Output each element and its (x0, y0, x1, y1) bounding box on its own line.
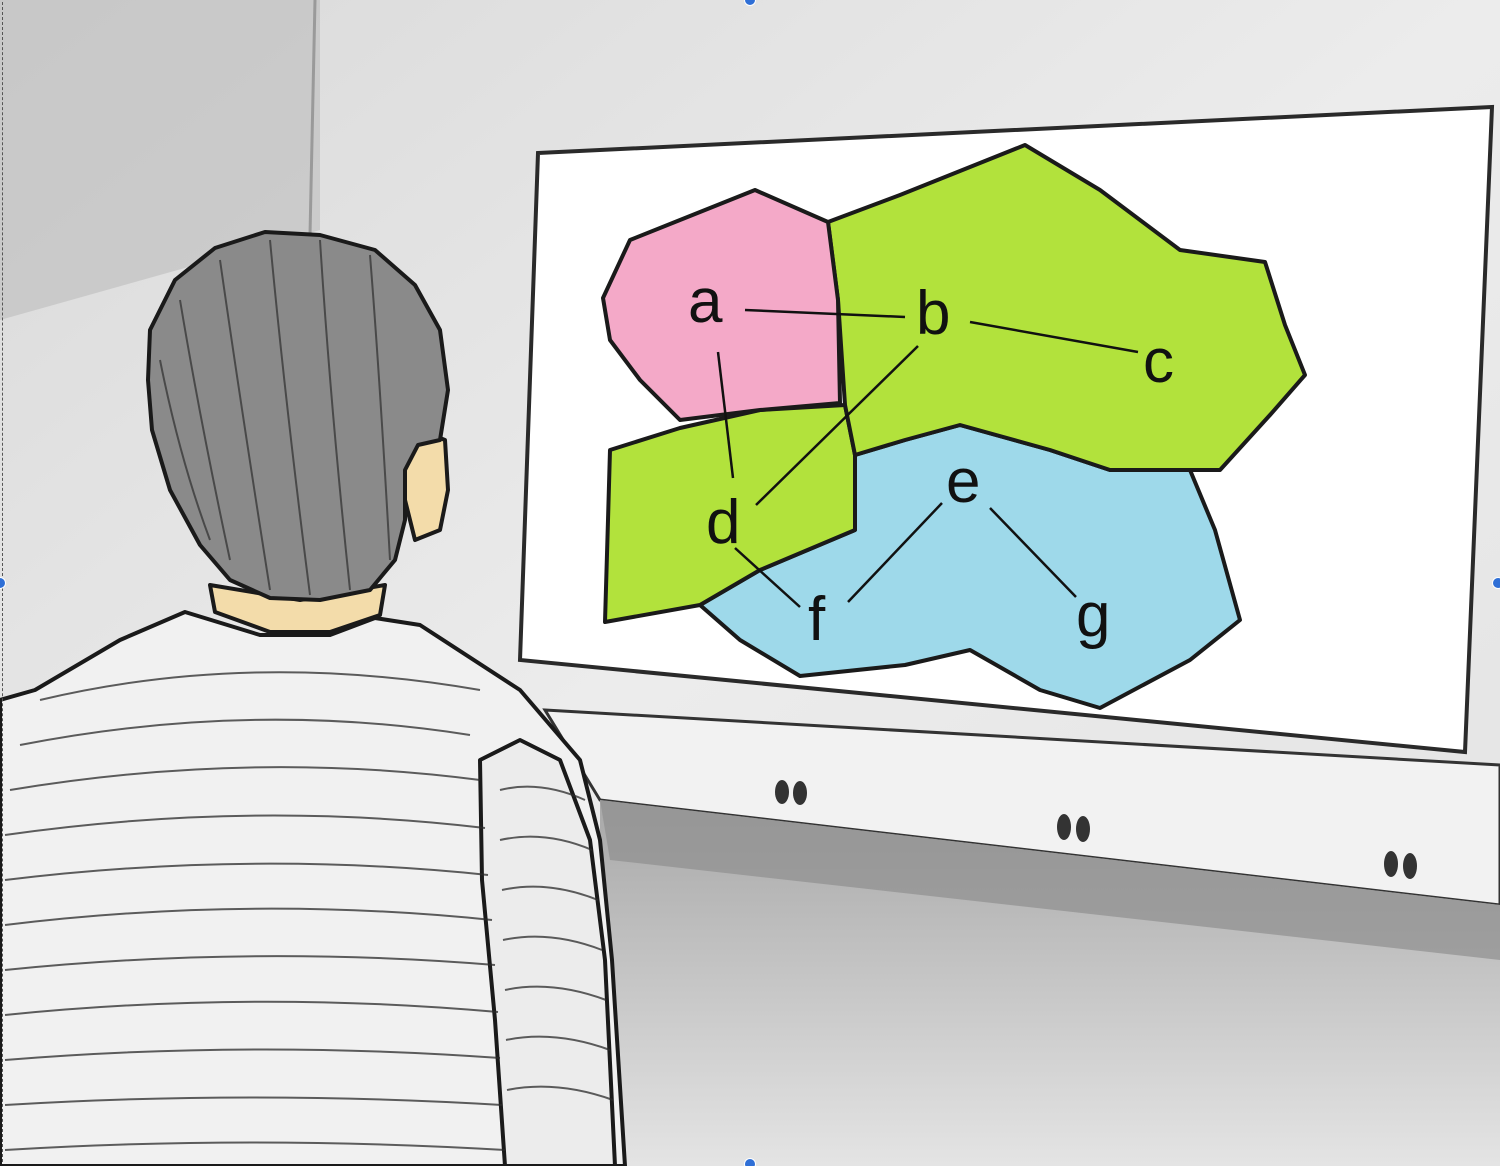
ledge-shadow (600, 800, 1500, 960)
graph-edges (716, 308, 1139, 608)
edge-a-b (744, 308, 906, 319)
vertex-label-d: d (706, 488, 740, 557)
shirt-stripes (4, 671, 614, 1151)
wall-corner (308, 0, 317, 236)
region-green-upper (826, 143, 1307, 472)
person-hair (146, 230, 450, 602)
vertex-label-c: c (1143, 327, 1174, 396)
resize-handle-bottom[interactable] (744, 1158, 756, 1166)
edge-e-g (989, 507, 1077, 598)
hair-strands (159, 239, 391, 596)
person-shirt (0, 610, 627, 1166)
vertex-label-f: f (808, 585, 826, 654)
map-regions (601, 143, 1307, 710)
edge-e-f (847, 502, 943, 603)
edge-b-d (755, 345, 919, 506)
edge-a-d (716, 351, 735, 479)
vertex-label-e: e (946, 447, 980, 516)
edge-b-c (969, 320, 1139, 354)
vertex-label-b: b (916, 279, 950, 348)
region-green-lower (603, 403, 857, 624)
region-pink (601, 188, 842, 422)
resize-handle-right[interactable] (1492, 577, 1500, 589)
ledge-knobs (775, 780, 1417, 879)
vertex-label-a: a (688, 267, 723, 336)
person (0, 230, 627, 1166)
edge-d-f (734, 547, 801, 608)
vertex-label-g: g (1076, 581, 1110, 650)
